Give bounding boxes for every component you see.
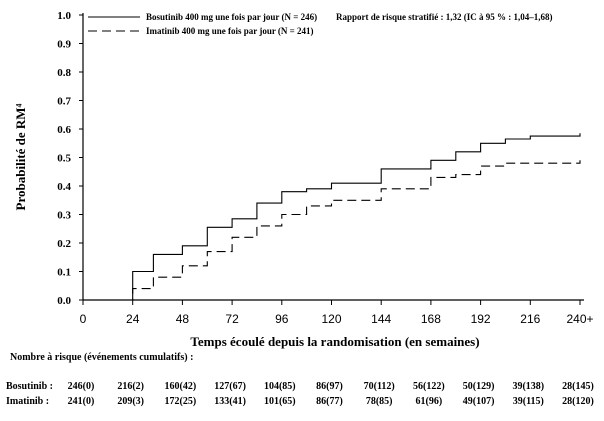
- y-tick-label: 0.6: [57, 124, 71, 136]
- imatinib-curve: [83, 160, 581, 301]
- risk-cell: 50(129): [462, 381, 495, 392]
- y-tick-label: 0.3: [57, 210, 71, 222]
- y-tick-label: 0.8: [57, 67, 71, 79]
- bosutinib-curve: [83, 133, 581, 301]
- x-tick-label: 96: [275, 312, 289, 326]
- risk-cell: 49(107): [462, 396, 495, 407]
- risk-cell: 39(138): [512, 381, 545, 392]
- risk-cell: 56(122): [413, 381, 445, 392]
- y-tick-label: 0.5: [57, 153, 71, 165]
- risk-cell: 216(2): [117, 381, 145, 392]
- y-tick-label: 0.0: [57, 295, 71, 307]
- y-tick-label: 0.4: [57, 181, 71, 193]
- risk-cell: 133(41): [214, 396, 246, 407]
- risk-cell: 70(112): [363, 381, 395, 392]
- x-tick-label: 24: [126, 312, 140, 326]
- risk-cell: 28(120): [562, 396, 594, 407]
- risk-cell: 241(0): [67, 396, 95, 407]
- risk-cell: 86(77): [316, 396, 343, 407]
- x-tick-label: 144: [371, 312, 391, 326]
- risk-cell: 160(42): [164, 381, 197, 392]
- x-tick-label: 72: [225, 312, 239, 326]
- x-tick-label: 240+: [566, 312, 593, 326]
- risk-cell: 246(0): [67, 381, 95, 392]
- risk-table-title: Nombre à risque (événements cumulatifs) …: [10, 352, 194, 363]
- risk-cell: 28(145): [562, 381, 594, 392]
- legend-label: Imatinib 400 mg une fois par jour (N = 2…: [146, 26, 314, 36]
- x-tick-label: 168: [421, 312, 441, 326]
- hazard-ratio-annotation: Rapport de risque stratifié : 1,32 (IC à…: [336, 12, 552, 22]
- risk-row-label: Imatinib :: [6, 396, 50, 407]
- y-tick-label: 0.9: [57, 39, 71, 51]
- risk-cell: 61(96): [415, 396, 443, 407]
- risk-cell: 86(97): [316, 381, 343, 392]
- risk-cell: 78(85): [365, 396, 393, 407]
- risk-cell: 104(85): [263, 381, 296, 392]
- risk-cell: 39(115): [512, 396, 544, 407]
- x-tick-label: 192: [471, 312, 491, 326]
- y-tick-label: 0.1: [57, 267, 71, 279]
- x-tick-label: 48: [176, 312, 190, 326]
- risk-cell: 101(65): [263, 396, 296, 407]
- x-axis-label: Temps écoulé depuis la randomisation (en…: [190, 334, 479, 349]
- y-tick-label: 0.7: [57, 96, 71, 108]
- risk-row-label: Bosutinib :: [6, 381, 53, 392]
- x-tick-label: 120: [321, 312, 341, 326]
- risk-cell: 209(3): [117, 396, 145, 407]
- y-axis-label: Probabilité de RM⁴: [13, 103, 28, 210]
- risk-cell: 127(67): [214, 381, 246, 392]
- risk-cell: 172(25): [164, 396, 197, 407]
- x-tick-label: 216: [520, 312, 540, 326]
- y-tick-label: 1.0: [57, 10, 71, 22]
- y-tick-label: 0.2: [57, 238, 71, 250]
- legend-label: Bosutinib 400 mg une fois par jour (N = …: [146, 12, 317, 22]
- x-tick-label: 0: [80, 312, 87, 326]
